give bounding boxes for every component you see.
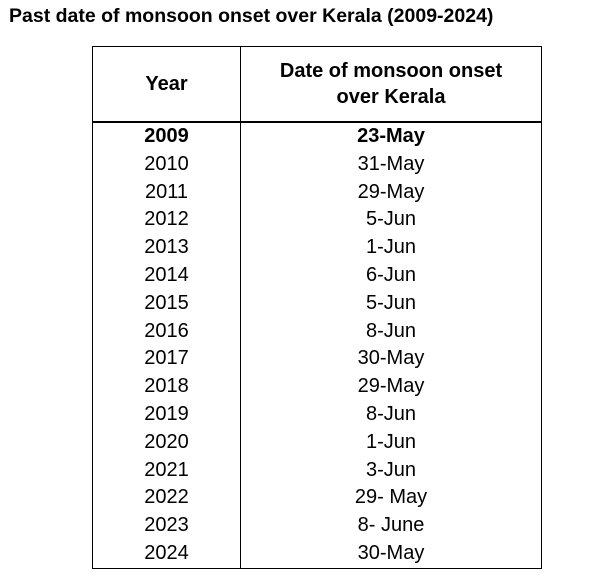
table-row: 2019 8-Jun xyxy=(92,400,542,429)
year-cell: 2020 xyxy=(92,428,241,457)
onset-date-cell: 29- May xyxy=(240,484,542,513)
year-column-header: Year xyxy=(92,46,241,123)
year-cell: 2010 xyxy=(92,150,241,179)
onset-date-cell: 3-Jun xyxy=(240,456,542,485)
table-row: 2010 31-May xyxy=(92,150,542,179)
table-row: 2023 8- June xyxy=(92,512,542,540)
table-row: 2021 3-Jun xyxy=(92,456,542,485)
onset-date-cell: 8- June xyxy=(240,512,542,540)
onset-date-cell: 29-May xyxy=(240,373,542,401)
table-row: 2011 29-May xyxy=(92,178,542,207)
table-row: 2013 1-Jun xyxy=(92,234,542,262)
year-cell: 2019 xyxy=(92,400,241,429)
year-cell: 2023 xyxy=(92,512,241,540)
table-row: 2016 8-Jun xyxy=(92,317,542,346)
year-cell: 2012 xyxy=(92,206,241,235)
year-cell: 2013 xyxy=(92,234,241,262)
year-cell: 2009 xyxy=(92,122,241,151)
onset-date-cell: 8-Jun xyxy=(240,317,542,346)
table-row: 2018 29-May xyxy=(92,373,542,401)
onset-date-cell: 8-Jun xyxy=(240,400,542,429)
onset-date-cell: 31-May xyxy=(240,150,542,179)
year-cell: 2018 xyxy=(92,373,241,401)
table-row: 2024 30-May xyxy=(92,539,542,569)
onset-date-header-line-1: Date of monsoon onset xyxy=(279,60,503,82)
year-cell: 2011 xyxy=(92,178,241,207)
table-row: 2022 29- May xyxy=(92,484,542,513)
onset-date-cell: 23-May xyxy=(240,122,542,151)
year-cell: 2014 xyxy=(92,261,241,290)
onset-date-cell: 5-Jun xyxy=(240,289,542,318)
year-cell: 2024 xyxy=(92,539,241,569)
year-cell: 2021 xyxy=(92,456,241,485)
table-header-row: Year Date of monsoon onset over Kerala xyxy=(92,46,542,123)
table-row: 2020 1-Jun xyxy=(92,428,542,457)
year-cell: 2016 xyxy=(92,317,241,346)
onset-date-column-header: Date of monsoon onset over Kerala xyxy=(240,46,542,123)
year-cell: 2015 xyxy=(92,289,241,318)
table-row: 2015 5-Jun xyxy=(92,289,542,318)
onset-date-header-line-2: over Kerala xyxy=(336,86,446,108)
table-body: 2009 23-May 2010 31-May 2011 29-May 2012… xyxy=(92,122,542,569)
page-title: Past date of monsoon onset over Kerala (… xyxy=(9,5,494,27)
year-cell: 2022 xyxy=(92,484,241,513)
onset-date-cell: 30-May xyxy=(240,539,542,569)
onset-date-cell: 1-Jun xyxy=(240,428,542,457)
onset-date-cell: 29-May xyxy=(240,178,542,207)
table-row: 2017 30-May xyxy=(92,345,542,374)
onset-date-cell: 6-Jun xyxy=(240,261,542,290)
table-row: 2012 5-Jun xyxy=(92,206,542,235)
onset-date-cell: 5-Jun xyxy=(240,206,542,235)
onset-date-cell: 1-Jun xyxy=(240,234,542,262)
onset-date-cell: 30-May xyxy=(240,345,542,374)
table-row: 2009 23-May xyxy=(92,122,542,151)
year-cell: 2017 xyxy=(92,345,241,374)
monsoon-onset-table: Year Date of monsoon onset over Kerala 2… xyxy=(92,46,542,569)
table-row: 2014 6-Jun xyxy=(92,261,542,290)
